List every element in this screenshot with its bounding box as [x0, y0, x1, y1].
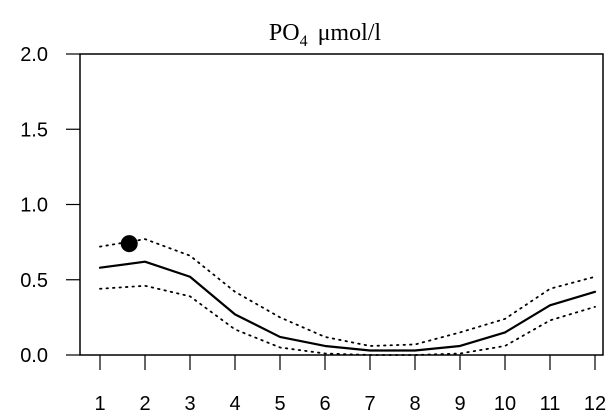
bound-series-line — [99, 238, 596, 347]
title-subscript: 4 — [300, 33, 308, 50]
y-tick-label: 1.0 — [20, 195, 48, 217]
y-tick-label: 0.5 — [20, 270, 48, 292]
x-tick-label: 12 — [584, 393, 606, 415]
chart-title: PO4 μmol/l — [269, 20, 382, 50]
x-tick-label: 10 — [494, 393, 516, 415]
y-axis: 0.0 0.5 1.0 1.5 2.0 — [20, 44, 80, 367]
x-tick-label: 3 — [184, 393, 195, 415]
title-prefix: PO — [269, 20, 300, 46]
observation-point — [120, 235, 138, 253]
y-tick-label: 0.0 — [20, 345, 48, 367]
mean-series-line — [98, 260, 597, 352]
series-layer — [98, 238, 597, 356]
x-tick-label: 9 — [454, 393, 465, 415]
x-tick-label: 6 — [319, 393, 330, 415]
x-tick-label: 2 — [139, 393, 150, 415]
x-tick-label: 7 — [364, 393, 375, 415]
plot-frame — [79, 53, 604, 356]
y-tick-label: 1.5 — [20, 119, 48, 141]
x-tick-label: 4 — [229, 393, 240, 415]
points-layer — [120, 235, 138, 253]
title-suffix: μmol/l — [318, 20, 382, 46]
bound-series-line — [99, 284, 596, 356]
x-tick-label: 1 — [94, 393, 105, 415]
x-axis: 1 2 3 4 5 6 7 8 9 10 11 12 — [94, 355, 606, 415]
x-tick-label: 8 — [409, 393, 420, 415]
x-tick-label: 5 — [274, 393, 285, 415]
y-tick-label: 2.0 — [20, 44, 48, 66]
x-tick-label: 11 — [540, 393, 561, 415]
